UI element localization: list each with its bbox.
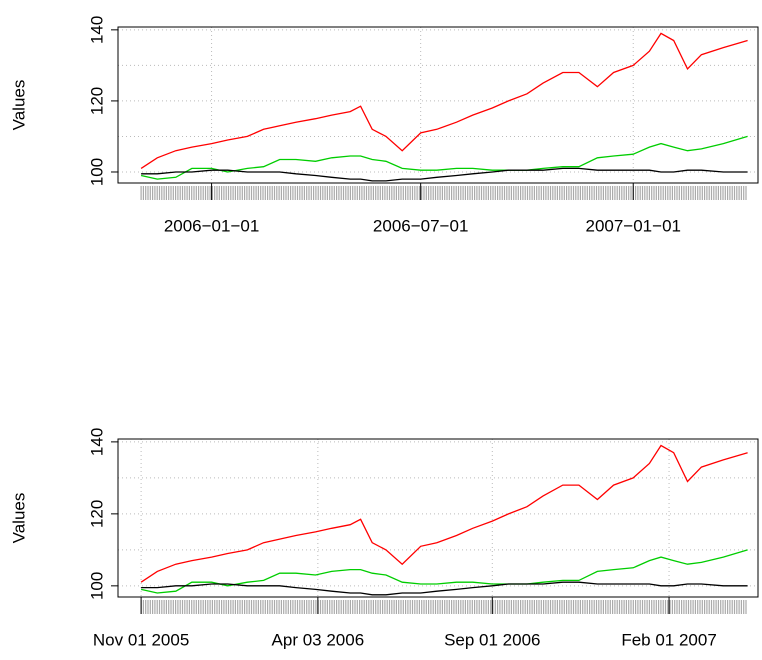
x-tick-label: 2006−07−01 <box>373 216 469 235</box>
x-tick-label: Sep 01 2006 <box>444 630 540 649</box>
series-line <box>140 32 748 169</box>
y-axis-label: Values <box>9 80 28 131</box>
series-line <box>140 444 748 583</box>
y-axis-label: Values <box>9 493 28 544</box>
y-tick-label: 140 <box>87 428 106 456</box>
plot-frame <box>117 26 759 184</box>
series-line <box>140 135 748 180</box>
panel: 100 120 140 Values Nov 01 2005 Apr 03 2006 Sep… <box>9 428 759 649</box>
plot-frame <box>117 438 759 598</box>
series-line <box>140 549 748 594</box>
y-tick-label: 140 <box>87 16 106 44</box>
y-tick-label: 100 <box>87 572 106 600</box>
x-tick-label: 2007−01−01 <box>585 216 681 235</box>
y-tick-label: 120 <box>87 87 106 115</box>
y-tick-label: 120 <box>87 500 106 528</box>
x-tick-label: 2006−01−01 <box>164 216 260 235</box>
x-tick-label: Nov 01 2005 <box>93 630 189 649</box>
series-line <box>141 581 748 596</box>
series-line <box>141 167 748 182</box>
panel: 100 120 140 Values 2006−01−01 2006−07−01 2007−… <box>9 16 759 235</box>
x-tick-label: Feb 01 2007 <box>621 630 716 649</box>
x-tick-label: Apr 03 2006 <box>272 630 365 649</box>
y-tick-label: 100 <box>87 158 106 186</box>
